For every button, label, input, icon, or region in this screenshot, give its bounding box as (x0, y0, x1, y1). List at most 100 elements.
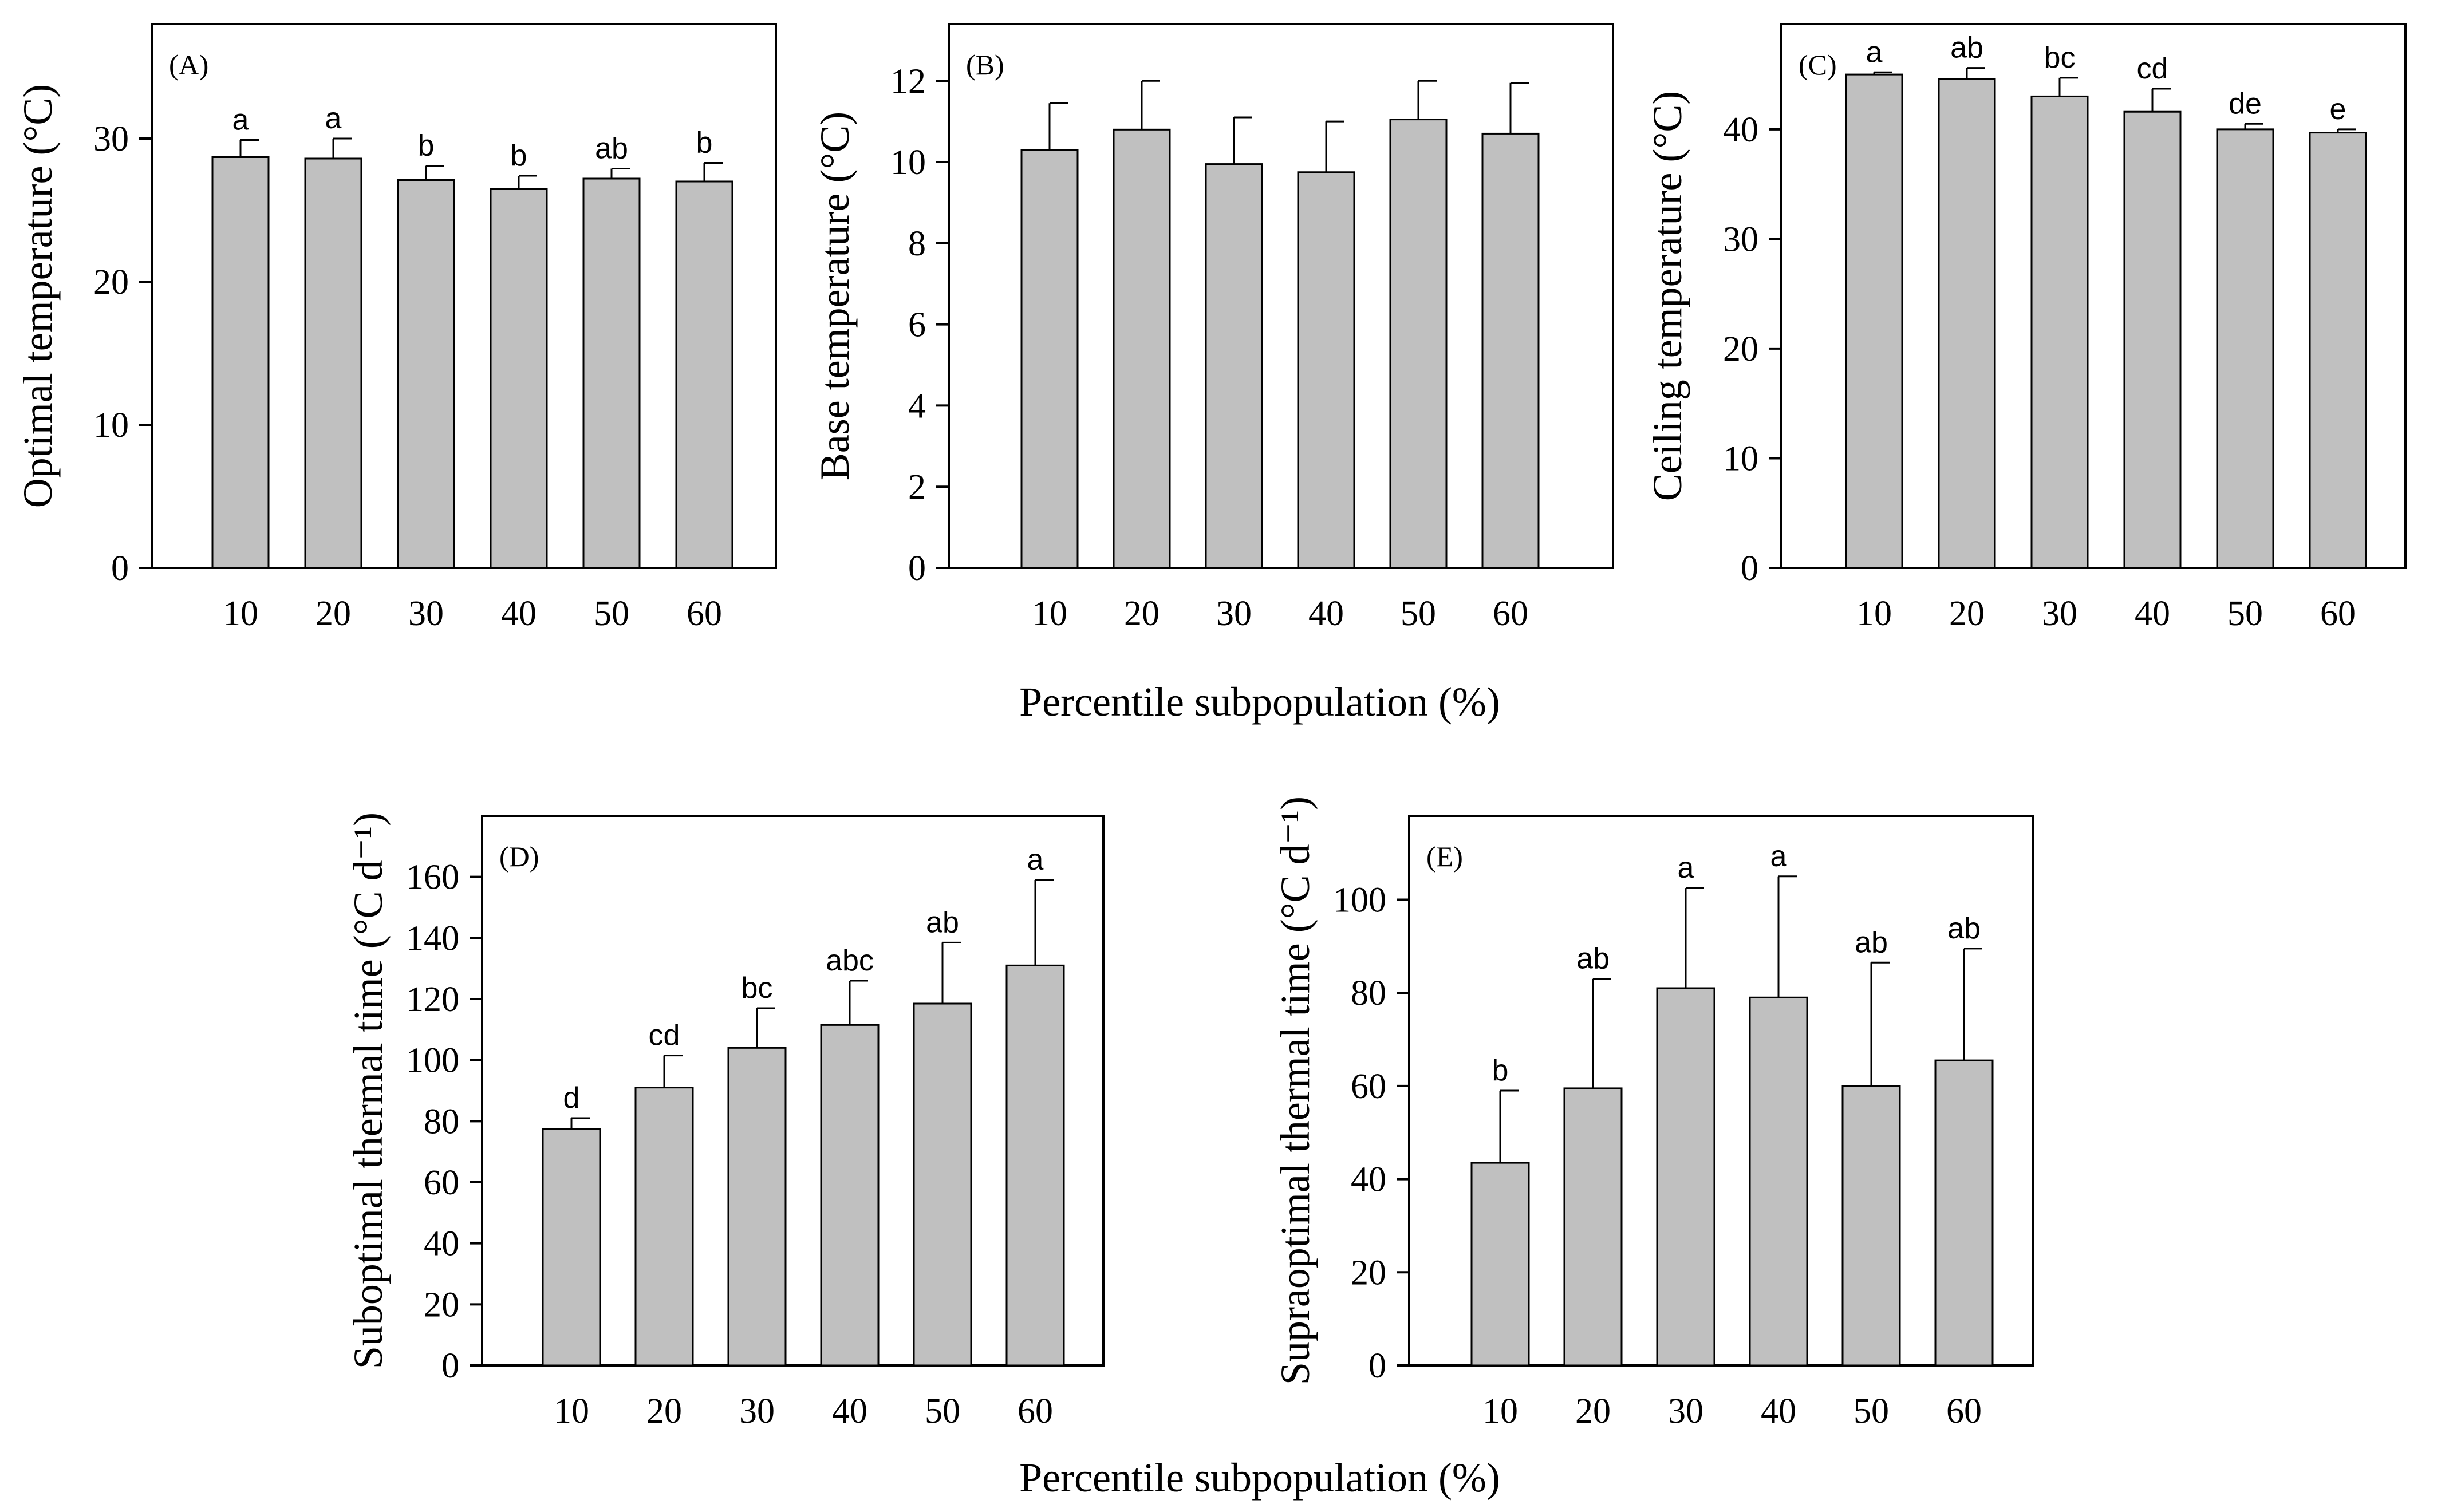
panel-a-y-tick-label: 10 (93, 406, 129, 445)
panel-d-y-tick-label: 80 (424, 1102, 459, 1141)
panel-b-bar (1297, 171, 1355, 569)
panel-c-x-tick-label: 50 (2227, 594, 2263, 633)
panel-e-bar (1749, 996, 1808, 1367)
panel-d-significance-label: ab (926, 906, 959, 939)
panel-d-significance-label: a (1027, 843, 1044, 877)
panel-a-y-axis-title: Optimal temperature (°C) (15, 84, 61, 508)
panel-e-significance-label: a (1770, 840, 1787, 873)
panel-b-y-tick-label: 0 (908, 549, 926, 588)
panel-a-panel-label: (A) (169, 49, 208, 81)
panel-c-x-tick-label: 10 (1856, 594, 1892, 633)
panel-b-y-tick-label: 12 (890, 62, 926, 101)
panel-e-significance-label: b (1492, 1054, 1509, 1087)
panel-b-bar (1020, 149, 1079, 569)
panel-a-bar (675, 180, 733, 569)
panel-a-x-tick-label: 10 (223, 594, 258, 633)
panel-b-x-tick-label: 50 (1401, 594, 1436, 633)
panel-d-x-tick-label: 30 (739, 1392, 775, 1431)
panel-c-significance-label: de (2229, 87, 2262, 120)
panel-d-x-tick-label: 60 (1018, 1392, 1053, 1431)
panel-e-y-tick-label: 80 (1351, 974, 1386, 1013)
panel-e-y-tick-label: 0 (1369, 1347, 1386, 1385)
panel-c-y-tick-label: 10 (1723, 439, 1758, 478)
panel-d-y-tick-label: 140 (406, 919, 459, 958)
panel-b-x-tick-label: 40 (1308, 594, 1344, 633)
panel-e-y-tick-label: 20 (1351, 1253, 1386, 1292)
panel-e-x-tick-label: 50 (1853, 1392, 1889, 1431)
panel-e-y-tick-label: 60 (1351, 1067, 1386, 1106)
panel-a-bar (582, 177, 641, 569)
panel-e-bar (1934, 1059, 1994, 1367)
panel-b-plot-frame (948, 23, 1614, 569)
panel-a-significance-label: b (696, 127, 713, 160)
panel-d-y-tick-label: 120 (406, 980, 459, 1019)
panel-d-significance-label: abc (826, 944, 874, 977)
panel-b-y-tick-label: 8 (908, 224, 926, 263)
panel-e-bar (1470, 1162, 1530, 1367)
panel-c-y-tick-label: 40 (1723, 110, 1758, 149)
panel-a-significance-label: a (325, 102, 342, 135)
panel-a-bar (490, 188, 548, 569)
panel-c-x-tick-label: 20 (1949, 594, 1985, 633)
panel-d-y-axis-title: Suboptimal thermal time (°C d⁻¹) (345, 812, 391, 1369)
panel-c-panel-label: (C) (1799, 49, 1837, 81)
panel-e-x-tick-label: 20 (1575, 1392, 1611, 1431)
panel-c-y-tick-label: 20 (1723, 330, 1758, 369)
panel-e-significance-label: ab (1947, 912, 1981, 945)
panel-d-bar (634, 1087, 694, 1367)
panel-d-bar (913, 1002, 972, 1367)
panel-d-y-tick-label: 60 (424, 1163, 459, 1202)
panel-d-x-tick-label: 50 (925, 1392, 960, 1431)
panel-a-y-tick-label: 30 (93, 120, 129, 159)
panel-a-x-tick-label: 40 (501, 594, 537, 633)
shared-x-axis-title-bottom: Percentile subpopulation (%) (1019, 1455, 1500, 1501)
panel-b-x-tick-label: 60 (1493, 594, 1528, 633)
panel-c-bar (2216, 128, 2274, 569)
panel-a-x-tick-label: 30 (408, 594, 444, 633)
panel-d-y-tick-label: 20 (424, 1285, 459, 1324)
panel-b-bar (1113, 128, 1171, 569)
panel-e-x-tick-label: 30 (1668, 1392, 1703, 1431)
panel-c-x-tick-label: 60 (2320, 594, 2356, 633)
panel-a-significance-label: a (232, 104, 249, 137)
panel-c-significance-label: ab (1950, 31, 1983, 65)
panel-d-y-tick-label: 160 (406, 858, 459, 897)
panel-b-bar (1389, 119, 1448, 569)
panel-a-x-tick-label: 20 (316, 594, 351, 633)
panel-d-bar (542, 1128, 601, 1367)
panel-a-x-tick-label: 50 (594, 594, 629, 633)
panel-d-plot-frame (481, 815, 1105, 1367)
panel-a-bar (304, 157, 362, 569)
panel-a-significance-label: b (511, 139, 527, 172)
panel-d-x-tick-label: 40 (832, 1392, 867, 1431)
panel-d-x-tick-label: 20 (646, 1392, 682, 1431)
shared-x-axis-title-top: Percentile subpopulation (%) (1019, 679, 1500, 725)
panel-c-y-tick-label: 0 (1741, 549, 1758, 588)
panel-e-x-tick-label: 10 (1482, 1392, 1518, 1431)
panel-a-plot-frame (151, 23, 777, 569)
panel-d-y-tick-label: 40 (424, 1225, 459, 1264)
panel-b-y-tick-label: 2 (908, 468, 926, 507)
panel-c-plot-frame (1780, 23, 2407, 569)
panel-c-y-tick-label: 30 (1723, 220, 1758, 259)
panel-d-bar (727, 1047, 787, 1367)
panel-d-significance-label: bc (742, 972, 773, 1005)
panel-a-bar (397, 179, 455, 569)
panel-e-significance-label: ab (1855, 926, 1888, 959)
panel-d-bar (820, 1024, 880, 1367)
panel-e-y-axis-title: Supraoptimal thermal time (°C d⁻¹) (1272, 796, 1318, 1385)
panel-d-significance-label: cd (649, 1019, 680, 1052)
panel-e-significance-label: a (1678, 851, 1694, 885)
panel-e-y-tick-label: 100 (1333, 881, 1386, 919)
panel-a-x-tick-label: 60 (687, 594, 722, 633)
panel-c-bar (1845, 73, 1903, 569)
panel-d-x-tick-label: 10 (554, 1392, 589, 1431)
panel-b-x-tick-label: 20 (1124, 594, 1160, 633)
panel-e-x-tick-label: 40 (1761, 1392, 1796, 1431)
panel-e-bar (1563, 1087, 1623, 1367)
panel-b-y-axis-title: Base temperature (°C) (812, 112, 858, 481)
panel-b-y-tick-label: 10 (890, 143, 926, 182)
panel-e-x-tick-label: 60 (1946, 1392, 1982, 1431)
panel-a-significance-label: ab (595, 132, 628, 165)
